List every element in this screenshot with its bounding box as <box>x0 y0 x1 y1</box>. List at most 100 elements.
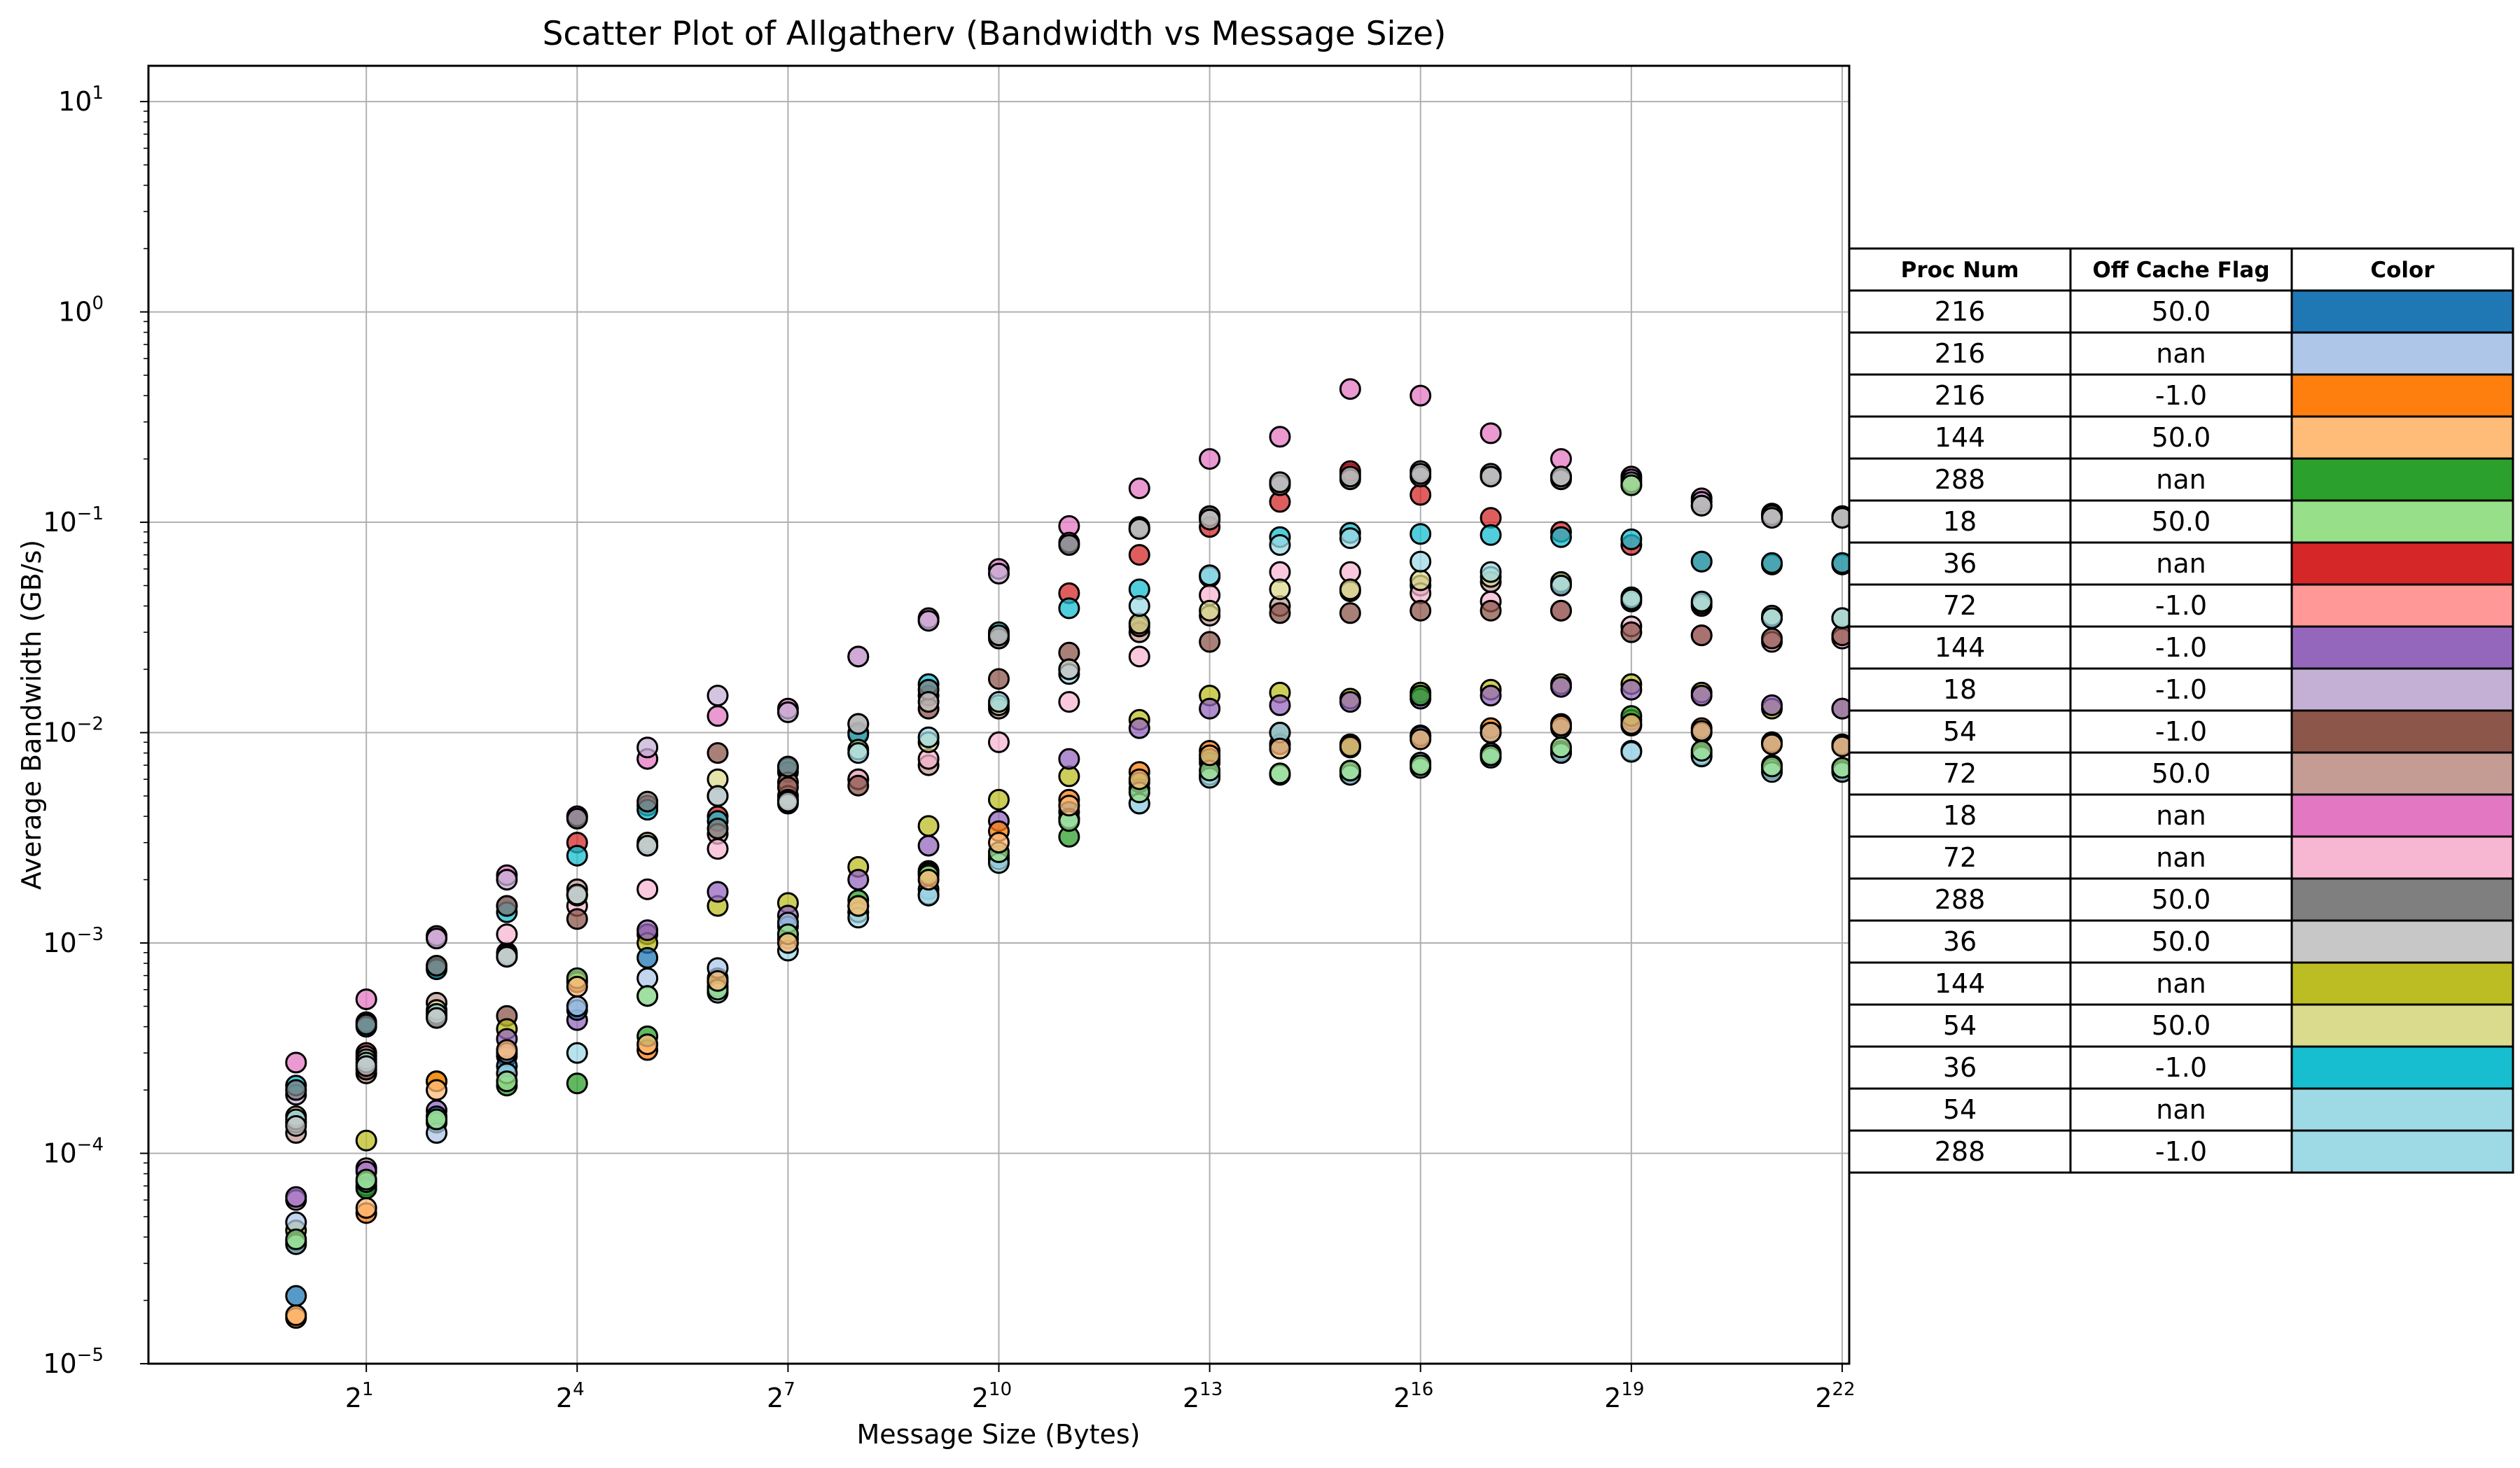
data-point <box>917 691 940 713</box>
data-point <box>496 1039 518 1061</box>
data-point <box>1550 736 1572 759</box>
x-tick-base: 2 <box>767 1383 784 1413</box>
data-point <box>988 691 1010 713</box>
data-point <box>706 881 729 903</box>
data-point <box>1409 754 1432 776</box>
data-point <box>636 834 659 857</box>
data-point <box>1058 658 1080 680</box>
legend-cell <box>1848 1087 2072 1132</box>
data-point <box>496 895 518 917</box>
legend-cell <box>2069 499 2293 544</box>
legend-cell <box>1848 919 2072 964</box>
data-point <box>566 807 588 830</box>
legend-proc-num: 288 <box>1935 464 1986 495</box>
y-tick-base: 10 <box>43 507 76 538</box>
legend-cell <box>2069 919 2293 964</box>
data-point <box>777 701 799 723</box>
data-point <box>988 731 1010 753</box>
x-tick-label: 222 <box>1815 1379 1855 1413</box>
y-tick-exponent: −5 <box>77 1345 104 1366</box>
x-tick-label: 27 <box>767 1379 795 1413</box>
data-point <box>1269 762 1291 785</box>
chart-title: Scatter Plot of Allgatherv (Bandwidth vs… <box>543 15 1447 53</box>
x-tick-exponent: 7 <box>784 1379 795 1400</box>
data-point <box>1690 685 1713 707</box>
data-point <box>1761 755 1783 778</box>
data-point <box>636 919 659 942</box>
legend-color-swatch <box>2290 751 2514 796</box>
legend-proc-num: 72 <box>1943 590 1977 621</box>
y-tick-base: 10 <box>43 928 76 958</box>
legend-proc-num: 144 <box>1935 422 1986 453</box>
data-point <box>1550 714 1572 736</box>
data-point <box>1409 523 1432 545</box>
legend-cell <box>2069 709 2293 754</box>
data-point <box>566 1072 588 1095</box>
data-point <box>285 1228 307 1250</box>
legend-cache-flag: nan <box>2156 1094 2206 1125</box>
x-tick-exponent: 19 <box>1621 1379 1644 1400</box>
data-point <box>1409 728 1432 750</box>
legend-cache-flag: -1.0 <box>2155 380 2207 411</box>
legend-cell <box>2069 1129 2293 1174</box>
legend-cell <box>2069 541 2293 586</box>
data-point <box>1269 471 1291 494</box>
y-tick-base: 10 <box>43 718 76 748</box>
data-point <box>1409 569 1432 592</box>
data-point <box>1690 739 1713 762</box>
data-point <box>355 1197 377 1219</box>
data-point <box>777 932 799 954</box>
data-point <box>1620 741 1643 763</box>
legend-color-swatch <box>2290 415 2514 460</box>
legend-header-label: Off Cache Flag <box>2092 258 2269 283</box>
data-point <box>636 985 659 1007</box>
legend-proc-num: 288 <box>1935 884 1986 915</box>
data-point <box>988 832 1010 854</box>
data-point <box>1058 691 1080 713</box>
x-tick-exponent: 10 <box>989 1379 1012 1400</box>
data-point <box>777 790 799 813</box>
legend-proc-num: 36 <box>1943 1052 1977 1083</box>
legend-header-label: Proc Num <box>1901 258 2019 283</box>
data-point <box>426 1079 448 1101</box>
data-point <box>1620 621 1643 643</box>
legend-color-swatch <box>2290 583 2514 628</box>
y-tick-label: 10−1 <box>43 503 104 538</box>
legend-color-swatch <box>2290 541 2514 586</box>
data-point <box>285 1285 307 1307</box>
legend-color-swatch <box>2290 877 2514 922</box>
data-point <box>917 610 940 632</box>
data-point <box>496 869 518 891</box>
x-tick-base: 2 <box>1815 1383 1832 1413</box>
legend-cache-flag: 50.0 <box>2152 422 2211 453</box>
data-point <box>1409 599 1432 622</box>
data-point <box>355 1055 377 1077</box>
data-point <box>636 790 659 813</box>
data-point <box>1128 768 1150 790</box>
x-tick-base: 2 <box>1393 1383 1410 1413</box>
y-tick-exponent: 1 <box>92 83 104 104</box>
legend-proc-num: 144 <box>1935 968 1986 999</box>
data-point <box>847 895 870 917</box>
data-point <box>1690 590 1713 613</box>
y-tick-label: 100 <box>58 293 104 328</box>
data-point <box>1058 748 1080 770</box>
data-point <box>1480 685 1502 707</box>
data-point <box>847 774 870 797</box>
data-point <box>1128 645 1150 668</box>
data-point <box>706 970 729 992</box>
legend-cache-flag: 50.0 <box>2152 296 2211 327</box>
legend-cell <box>1848 709 2072 754</box>
data-point <box>566 995 588 1017</box>
data-point <box>285 1186 307 1208</box>
y-tick-base: 10 <box>58 297 92 328</box>
y-tick-exponent: −3 <box>77 924 104 945</box>
data-point <box>566 975 588 998</box>
data-point <box>285 1051 307 1074</box>
y-tick-base: 10 <box>43 1138 76 1169</box>
data-point <box>1409 384 1432 407</box>
y-axis-label: Average Bandwidth (GB/s) <box>16 540 47 890</box>
legend-color-swatch <box>2290 331 2514 376</box>
data-point <box>355 1013 377 1035</box>
